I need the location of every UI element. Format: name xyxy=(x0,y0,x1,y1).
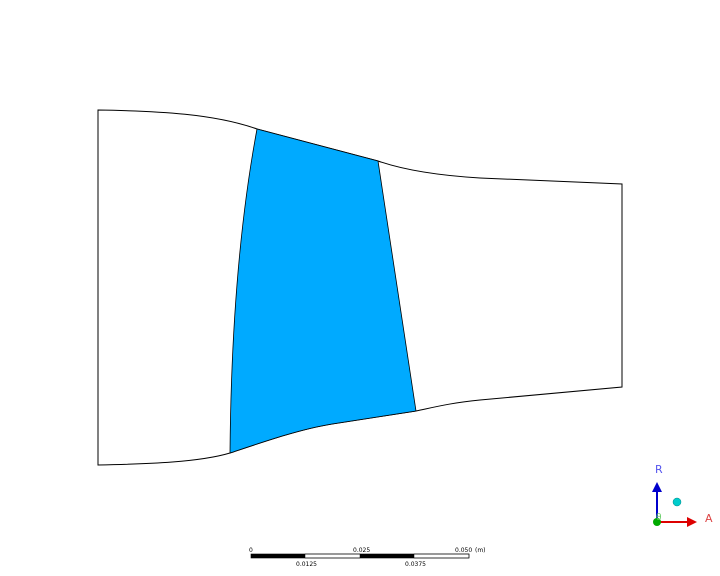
passage-outline xyxy=(97,109,623,466)
axial-axis-arrow-icon xyxy=(687,517,697,527)
flow-passage xyxy=(97,109,623,466)
scale-segment-1 xyxy=(251,554,305,558)
scale-bar-border xyxy=(250,553,470,559)
scale-segment-2 xyxy=(304,553,361,559)
radial-axis-arrow-icon xyxy=(652,482,662,492)
scale-label-0-0375: 0.0375 xyxy=(405,561,426,568)
scale-label-0-0125: 0.0125 xyxy=(296,561,317,568)
scale-label-0-025: 0.025 xyxy=(353,547,370,554)
blade-region[interactable] xyxy=(229,128,417,454)
scale-segment-3 xyxy=(360,554,414,558)
triad-origin-icon xyxy=(653,518,661,526)
axis-triad[interactable]: R A θ xyxy=(652,463,713,527)
scale-label-0: 0 xyxy=(249,547,253,554)
theta-axis-label: θ xyxy=(656,513,662,523)
scale-unit: (m) xyxy=(475,547,486,554)
scale-label-0-050: 0.050 xyxy=(455,547,472,554)
axial-axis-label: A xyxy=(705,512,713,525)
scale-segment-4 xyxy=(413,553,470,559)
radial-axis-label: R xyxy=(655,463,663,476)
view-point-sphere-icon[interactable] xyxy=(672,497,682,507)
scale-bar: 0 0.025 0.050 (m) 0.0125 0.0375 xyxy=(249,547,486,568)
